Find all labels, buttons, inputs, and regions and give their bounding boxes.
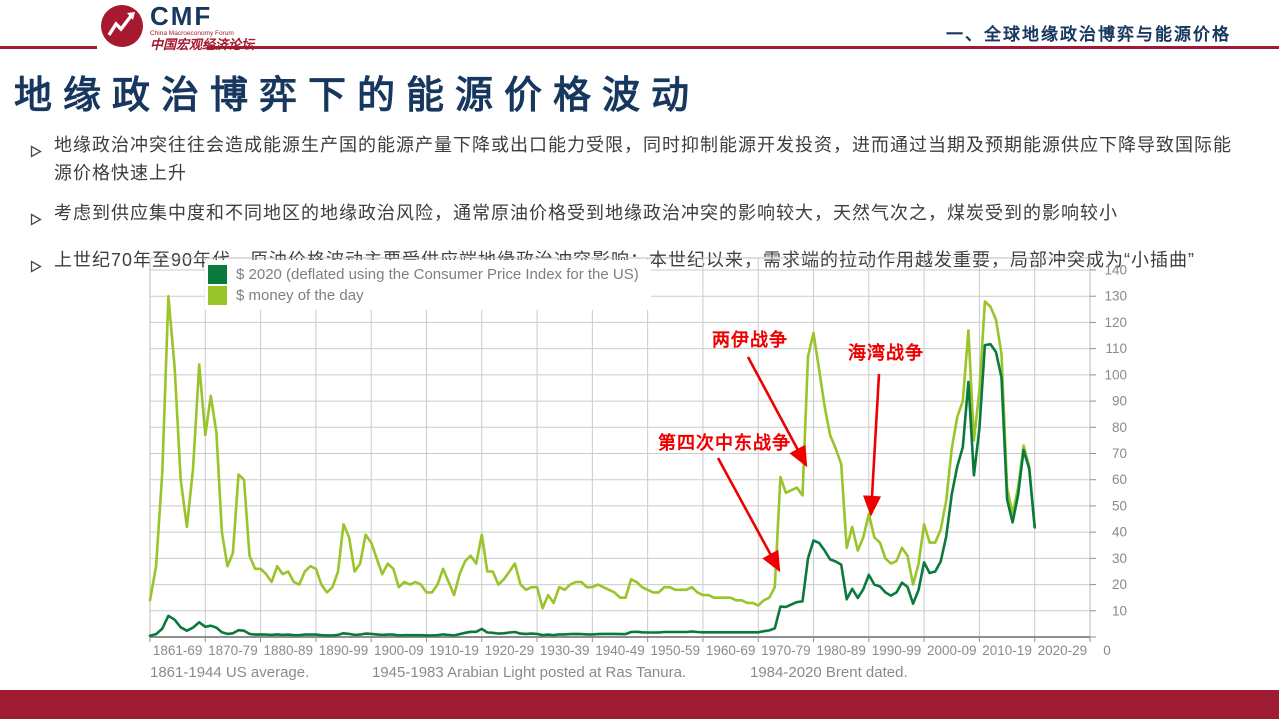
x-tick-label: 1970-79 [761, 643, 811, 658]
x-tick-label: 1960-69 [706, 643, 756, 658]
chart-annotation: 两伊战争 [712, 329, 788, 350]
x-tick-label: 1950-59 [651, 643, 701, 658]
y-tick-label: 30 [1112, 551, 1127, 566]
chart-annotation: 海湾战争 [848, 342, 924, 363]
x-tick-label: 1930-39 [540, 643, 590, 658]
x-tick-label: 1900-09 [374, 643, 424, 658]
y-tick-label: 40 [1112, 525, 1127, 540]
header-rule-left [0, 46, 97, 49]
cmf-logo-icon [101, 5, 143, 47]
y-zero-label: 0 [1103, 643, 1111, 658]
bullet-text: 地缘政治冲突往往会造成能源生产国的能源产量下降或出口能力受限，同时抑制能源开发投… [54, 135, 1232, 183]
cmf-logo: CMF China Macroeconomy Forum 中国宏观经济论坛 [100, 3, 254, 53]
footnote-segment: 1984-2020 Brent dated. [750, 664, 908, 681]
x-tick-label: 1990-99 [872, 643, 922, 658]
x-tick-label: 1910-19 [429, 643, 479, 658]
bullet-arrow-icon [30, 199, 54, 234]
legend-row: $ 2020 (deflated using the Consumer Pric… [208, 265, 639, 284]
annotation-arrow [862, 373, 882, 517]
y-tick-label: 100 [1104, 367, 1127, 382]
section-title: 一、全球地缘政治博弈与能源价格 [946, 25, 1231, 44]
logo-org-en: China Macroeconomy Forum [150, 30, 234, 37]
x-tick-label: 1861-69 [153, 643, 203, 658]
y-tick-label: 110 [1105, 341, 1127, 356]
footnote-segment: 1861-1944 US average. [150, 664, 310, 681]
logo-cmf-text: CMF [150, 1, 213, 31]
footnote-segment: 1945-1983 Arabian Light posted at Ras Ta… [372, 664, 687, 681]
legend-label: $ 2020 (deflated using the Consumer Pric… [236, 266, 639, 283]
legend-row: $ money of the day [208, 286, 639, 305]
x-tick-label: 1890-99 [319, 643, 369, 658]
y-tick-label: 20 [1112, 577, 1127, 592]
legend-swatch-light-green [208, 286, 227, 305]
bullet-item: 考虑到供应集中度和不同地区的地缘政治风险，通常原油价格受到地缘政治冲突的影响较大… [30, 199, 1243, 234]
y-tick-label: 60 [1112, 472, 1127, 487]
x-tick-label: 1920-29 [485, 643, 535, 658]
header-rule-right [207, 46, 1279, 49]
series-line [148, 294, 1036, 610]
chart-annotation: 第四次中东战争 [658, 432, 791, 453]
bullet-text: 考虑到供应集中度和不同地区的地缘政治风险，通常原油价格受到地缘政治冲突的影响较大… [54, 203, 1118, 223]
footer-bar [0, 690, 1279, 719]
x-tick-label: 1880-89 [263, 643, 313, 658]
page-title: 地缘政治博弈下的能源价格波动 [14, 75, 701, 117]
x-tick-label: 1940-49 [595, 643, 645, 658]
series-line [148, 342, 1036, 638]
x-tick-label: 2020-29 [1038, 643, 1088, 658]
bullet-item: 地缘政治冲突往往会造成能源生产国的能源产量下降或出口能力受限，同时抑制能源开发投… [30, 131, 1243, 187]
x-tick-label: 1980-89 [816, 643, 866, 658]
annotation-arrow [746, 356, 808, 468]
y-tick-label: 80 [1112, 420, 1127, 435]
logo-org-cn: 中国宏观经济论坛 [150, 38, 255, 53]
y-tick-label: 90 [1112, 394, 1127, 409]
y-tick-label: 120 [1104, 315, 1127, 330]
annotation-arrow [716, 457, 781, 573]
x-tick-label: 2010-19 [982, 643, 1032, 658]
y-tick-label: 70 [1112, 446, 1127, 461]
x-tick-label: 1870-79 [208, 643, 258, 658]
legend-label: $ money of the day [236, 287, 364, 304]
bullet-arrow-icon [30, 246, 54, 281]
chart-legend: $ 2020 (deflated using the Consumer Pric… [205, 260, 651, 310]
legend-swatch-dark-green [208, 265, 227, 284]
y-tick-label: 10 [1112, 603, 1127, 618]
bullet-arrow-icon [30, 131, 54, 187]
x-tick-label: 2000-09 [927, 643, 977, 658]
y-tick-label: 50 [1112, 498, 1127, 513]
